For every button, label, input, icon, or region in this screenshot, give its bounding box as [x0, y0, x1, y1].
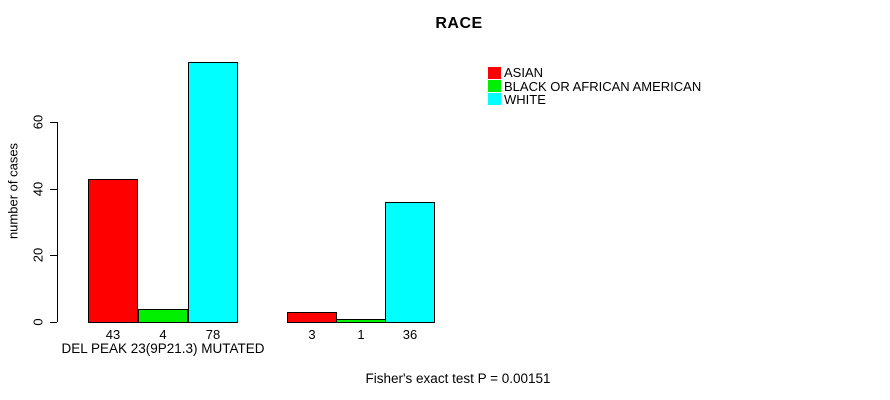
bar-black-or-african-american: [138, 308, 188, 323]
legend-label: BLACK OR AFRICAN AMERICAN: [504, 78, 702, 94]
bar-asian: [88, 178, 138, 323]
stat-annotation: Fisher's exact test P = 0.00151: [365, 371, 551, 386]
y-tick-mark: [50, 255, 57, 257]
bar-value-label: 3: [308, 327, 316, 342]
legend-item-asian: ASIAN: [488, 65, 701, 81]
chart-title: RACE: [435, 15, 483, 32]
bar-white: [188, 62, 238, 323]
bar-value-label: 43: [105, 327, 121, 342]
legend-swatch-white: [488, 93, 501, 106]
y-tick-label: 40: [30, 181, 46, 196]
y-tick-label: 0: [30, 318, 46, 326]
y-tick-mark: [50, 322, 57, 323]
bar-asian: [287, 312, 337, 323]
group-label-del-peak: DEL PEAK 23(9P21.3) MUTATED: [61, 341, 265, 356]
legend-swatch-black-or-african-american: [488, 80, 501, 93]
legend-swatch-asian: [488, 66, 501, 79]
y-tick-mark: [50, 122, 57, 124]
y-tick-label: 20: [30, 248, 46, 263]
bar-white: [385, 202, 435, 323]
bar-value-label: 36: [402, 327, 418, 342]
legend-label: WHITE: [504, 91, 546, 107]
legend-label: ASIAN: [504, 65, 544, 81]
legend-item-white: WHITE: [488, 91, 701, 107]
legend: ASIAN BLACK OR AFRICAN AMERICAN WHITE: [488, 65, 702, 107]
bar-black-or-african-american: [336, 318, 386, 323]
legend-item-black-or-african-american: BLACK OR AFRICAN AMERICAN: [488, 78, 702, 94]
y-tick-label: 60: [30, 114, 46, 130]
y-axis-label: number of cases: [5, 142, 21, 240]
bar-value-label: 4: [159, 327, 167, 342]
y-axis-line: [57, 122, 58, 322]
y-tick-mark: [50, 188, 57, 190]
bar-value-label: 78: [205, 327, 221, 342]
bar-value-label: 1: [357, 327, 365, 342]
